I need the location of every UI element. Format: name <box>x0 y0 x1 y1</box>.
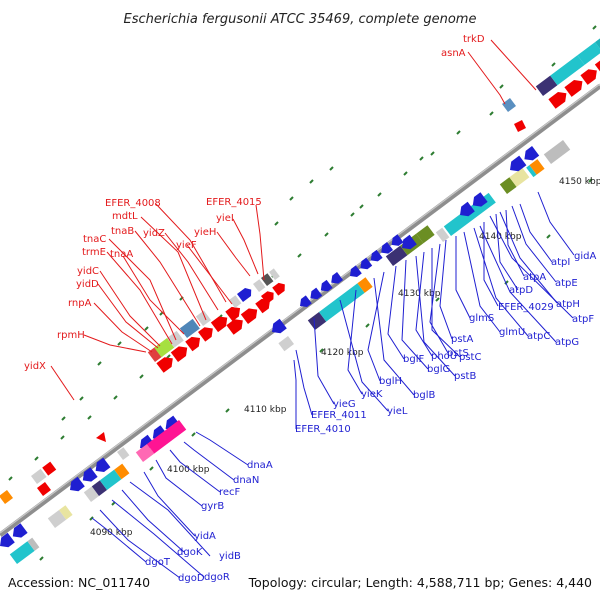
gene-label-gyrB: gyrB <box>201 501 224 512</box>
genome-summary-text: Topology: circular; Length: 4,588,711 bp… <box>248 575 592 590</box>
gene-label-atpC: atpC <box>527 331 550 342</box>
gene-label-yieG: yieG <box>333 399 356 410</box>
forward-leader-lines <box>50 39 537 401</box>
gene-label-bglF: bglF <box>403 354 424 365</box>
gene-label-atpE: atpE <box>555 278 578 289</box>
gene-label-yidZ: yidZ <box>143 228 165 239</box>
gene-label-EFER_4015: EFER_4015 <box>206 197 262 208</box>
gene-label-recF: recF <box>219 487 241 498</box>
gene-label-gidA: gidA <box>574 251 596 262</box>
gene-label-pstA: pstA <box>451 334 473 345</box>
tick-label: 4150 kbp <box>559 177 600 187</box>
tick-label: 4100 kbp <box>167 465 210 475</box>
gene-label-yieI: yieI <box>216 213 234 224</box>
tick-label: 4140 kbp <box>479 232 522 242</box>
gene-label-tnaB: tnaB <box>111 226 134 237</box>
gene-label-bglH: bglH <box>379 376 402 387</box>
tick-label: 4110 kbp <box>244 405 287 415</box>
gene-label-yieH: yieH <box>194 227 216 238</box>
accession-text: Accession: NC_011740 <box>8 575 150 590</box>
gene-label-mdtL: mdtL <box>112 211 138 222</box>
gene-label-atpD: atpD <box>509 285 533 296</box>
gene-label-bglB: bglB <box>413 390 435 401</box>
gene-label-dgoR: dgoR <box>204 572 230 583</box>
gene-label-yidD: yidD <box>76 279 99 290</box>
gene-label-bglG: bglG <box>427 364 450 375</box>
gene-label-rpmH: rpmH <box>57 330 85 341</box>
gene-label-yidX: yidX <box>24 361 46 372</box>
gene-label-trkD: trkD <box>463 34 485 45</box>
gene-label-pstS: pstS <box>447 348 469 359</box>
gene-label-glmS: glmS <box>469 313 494 324</box>
reverse-gene-labels: gidA atpI atpE atpA atpH atpF atpD EFER_… <box>145 251 596 584</box>
gene-label-yieL: yieL <box>387 406 408 417</box>
asnA-arrow-icon <box>514 120 526 132</box>
tick-label: 4120 kbp <box>321 348 364 358</box>
gene-label-dgoK: dgoK <box>177 547 203 558</box>
gene-label-tnaA: tnaA <box>110 249 133 260</box>
gene-label-atpF: atpF <box>572 314 594 325</box>
reverse-features <box>0 140 571 565</box>
gene-label-dgoD: dgoD <box>178 573 205 584</box>
forward-features <box>0 33 600 505</box>
gene-label-pstC: pstC <box>459 352 481 363</box>
gene-label-glmU: glmU <box>499 327 525 338</box>
gene-label-asnA: asnA <box>441 48 466 59</box>
gene-label-dgoT: dgoT <box>145 557 171 568</box>
map-title: Escherichia fergusonii ATCC 35469, compl… <box>124 12 477 27</box>
yidX-arrow-icon <box>96 432 106 442</box>
gene-label-yieK: yieK <box>361 389 383 400</box>
forward-gene-labels: trkD asnA EFER_4008 mdtL tnaB tnaC trmE … <box>24 34 485 372</box>
gene-label-phoU: phoU <box>431 351 457 362</box>
gene-label-rnpA: rnpA <box>68 298 92 309</box>
gene-label-pstB: pstB <box>454 371 476 382</box>
reverse-leader-lines <box>91 191 575 579</box>
gene-label-yidB: yidB <box>219 551 241 562</box>
gene-label-EFER_4010: EFER_4010 <box>295 424 351 435</box>
gene-label-yieF: yieF <box>176 240 197 251</box>
gene-label-trmE: trmE <box>82 247 106 258</box>
gene-label-dnaA: dnaA <box>247 460 273 471</box>
gene-label-tnaC: tnaC <box>83 234 106 245</box>
gene-label-atpA: atpA <box>523 272 546 283</box>
gene-label-EFER_4029: EFER_4029 <box>498 302 554 313</box>
gene-label-dnaN: dnaN <box>233 475 259 486</box>
gene-label-yidC: yidC <box>77 266 99 277</box>
gene-label-atpH: atpH <box>556 299 580 310</box>
gene-label-atpG: atpG <box>555 337 579 348</box>
gene-label-atpI: atpI <box>551 257 570 268</box>
gene-label-yidA: yidA <box>194 531 216 542</box>
gene-label-EFER_4008: EFER_4008 <box>105 198 161 209</box>
gene-label-EFER_4011: EFER_4011 <box>311 410 367 421</box>
